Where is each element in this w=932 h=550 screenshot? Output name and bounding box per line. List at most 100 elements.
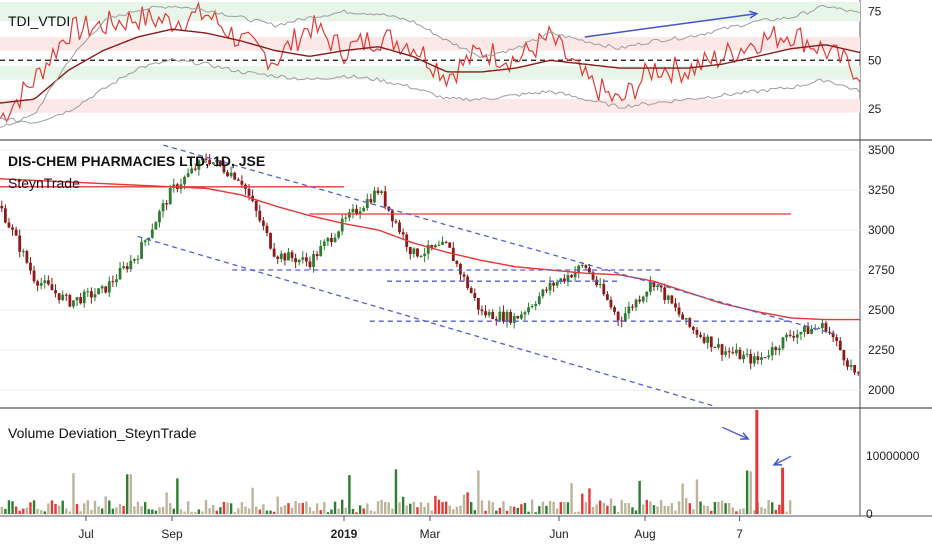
price-candle-body — [143, 240, 147, 243]
price-candle-body — [269, 233, 272, 249]
price-candle-body — [749, 353, 753, 364]
price-candle-body — [638, 299, 642, 302]
volume-bar — [484, 510, 487, 514]
price-candle-body — [426, 244, 430, 254]
price-candle-body — [774, 347, 778, 351]
price-candle-body — [226, 172, 229, 177]
price-candle-body — [294, 258, 298, 263]
price-candle-body — [258, 210, 262, 221]
price-candle-body — [276, 256, 280, 259]
price-candle-body — [107, 281, 111, 293]
price-candle-body — [545, 289, 548, 291]
price-candle-body — [616, 311, 620, 321]
price-candle-body — [394, 221, 398, 223]
volume-bar — [208, 508, 211, 514]
volume-bar — [355, 512, 358, 514]
price-candle-body — [562, 278, 566, 282]
volume-bar — [72, 473, 75, 514]
volume-bar — [97, 506, 100, 514]
price-candle-body — [419, 256, 423, 258]
volume-bar — [452, 509, 455, 514]
volume-bar — [36, 508, 39, 514]
price-candle-body — [648, 282, 652, 292]
volume-bar — [276, 496, 279, 514]
volume-bar — [351, 508, 355, 514]
volume-bar — [212, 505, 215, 514]
volume-bar — [631, 507, 634, 514]
volume-bar — [140, 506, 143, 514]
price-candle-body — [455, 261, 459, 264]
price-candle-body — [699, 334, 702, 337]
volume-bar — [136, 501, 140, 514]
price-candle-body — [158, 211, 161, 223]
volume-bar — [720, 500, 724, 514]
volume-bar — [244, 506, 247, 514]
volume-bar — [728, 503, 731, 514]
volume-bar — [265, 510, 269, 514]
volume-bar — [642, 504, 645, 514]
price-candle-body — [752, 356, 756, 364]
price-candle-body — [803, 325, 806, 332]
price-candle-body — [684, 318, 688, 320]
volume-bar — [441, 502, 444, 514]
volume-bar — [387, 502, 390, 514]
price-candle-body — [233, 172, 237, 180]
volume-bar — [118, 503, 122, 514]
price-candle-body — [824, 323, 828, 332]
volume-bar — [344, 507, 347, 514]
price-candle-body — [358, 211, 362, 214]
volume-bar — [774, 509, 777, 514]
volume-bar — [4, 508, 7, 514]
volume-bar — [305, 501, 308, 514]
price-candle-body — [333, 237, 337, 242]
volume-y-tick-label: 0 — [866, 507, 873, 521]
price-candle-body — [376, 190, 380, 194]
price-candle-body — [846, 360, 849, 367]
volume-bar — [86, 500, 89, 514]
price-candle-body — [731, 352, 735, 354]
volume-bar — [620, 500, 623, 514]
tdi-series-line — [0, 58, 861, 124]
price-candle-body — [340, 218, 344, 232]
volume-bar — [563, 501, 566, 514]
price-candle-body — [505, 311, 509, 322]
volume-bar — [645, 499, 648, 514]
price-candle-body — [337, 231, 341, 238]
volume-bar — [516, 507, 519, 514]
volume-bar — [681, 483, 684, 514]
volume-bar — [280, 506, 283, 514]
tdi-arrow-head — [748, 10, 759, 19]
price-candle-body — [373, 190, 376, 203]
volume-arrow-head — [772, 458, 783, 466]
price-moving-average-line — [0, 178, 860, 321]
price-candle-body — [247, 188, 251, 196]
volume-bar — [430, 510, 433, 514]
volume-arrow — [773, 455, 792, 466]
price-candle-body — [580, 265, 584, 267]
price-candle-body — [272, 248, 276, 257]
price-candle-body — [326, 238, 330, 242]
price-candle-body — [115, 279, 118, 283]
volume-bar — [556, 508, 559, 514]
price-candle-body — [727, 351, 731, 353]
volume-bar — [369, 510, 373, 514]
price-candle-body — [512, 315, 516, 323]
price-candle-body — [770, 347, 774, 356]
volume-bar — [61, 500, 64, 514]
volume-bar — [362, 508, 365, 514]
volume-bar — [154, 510, 158, 514]
volume-bar — [509, 505, 512, 514]
volume-bar — [315, 503, 319, 514]
volume-bar — [534, 512, 537, 514]
volume-bar — [122, 505, 125, 514]
volume-bar — [294, 500, 297, 514]
volume-bar — [290, 507, 294, 514]
price-candle-body — [767, 355, 771, 358]
volume-bar — [778, 504, 781, 514]
volume-bar — [204, 500, 208, 514]
volume-bar — [434, 495, 437, 514]
volume-bar — [559, 502, 562, 514]
volume-bar — [18, 510, 21, 514]
volume-bar — [341, 499, 344, 514]
price-candle-body — [68, 295, 72, 307]
